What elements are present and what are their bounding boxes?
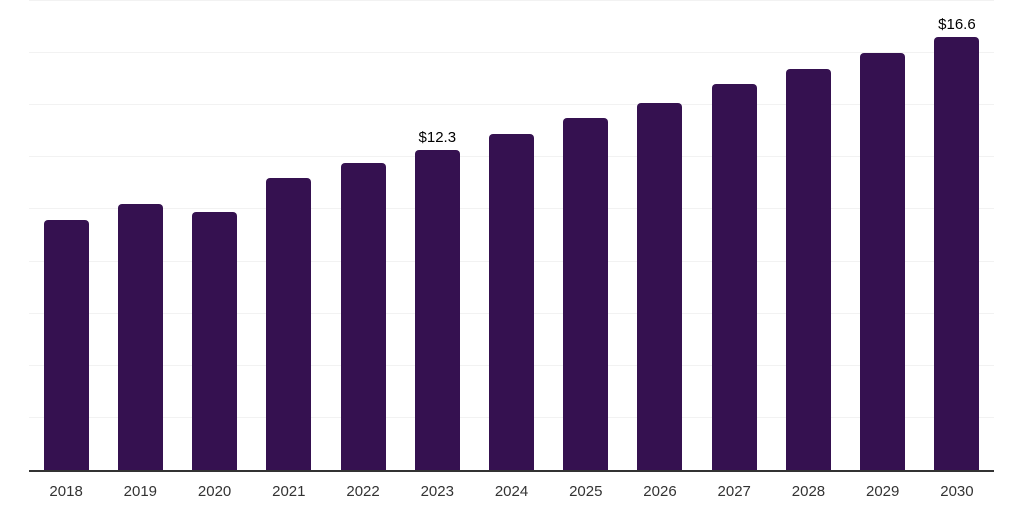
bar-2029 <box>860 53 906 470</box>
bar-2030: $16.6 <box>934 16 980 470</box>
gridline <box>29 104 994 106</box>
bar-slot <box>326 1 400 470</box>
bar-2027 <box>711 84 757 470</box>
x-axis-labels: 2018 2019 2020 2021 2022 2023 2024 2025 2026 2027… <box>29 483 994 500</box>
bar-slot <box>103 1 177 470</box>
x-tick-2018: 2018 <box>49 483 83 500</box>
x-tick-2029: 2029 <box>866 483 900 500</box>
bar-2020 <box>192 212 238 470</box>
gridline <box>29 52 994 54</box>
plot-area: $12.3 $16.6 <box>29 0 994 472</box>
data-label-2023: $12.3 <box>418 128 457 146</box>
gridline <box>29 0 994 1</box>
bar-slot <box>771 1 845 470</box>
x-tick-2026: 2026 <box>643 483 677 500</box>
bar-slot: $12.3 <box>400 1 474 470</box>
bars-row: $12.3 $16.6 <box>29 1 994 470</box>
x-tick-2021: 2021 <box>272 483 306 500</box>
bar-slot <box>29 1 103 470</box>
x-tick-2020: 2020 <box>197 483 232 500</box>
x-tick-2019: 2019 <box>123 483 158 500</box>
bar-slot <box>623 1 697 470</box>
bar-2023: $12.3 <box>414 129 460 470</box>
bar-slot <box>846 1 920 470</box>
x-tick-2023: 2023 <box>420 483 454 500</box>
bar-2019 <box>117 204 163 470</box>
bar-2028 <box>785 68 831 470</box>
x-tick-2025: 2025 <box>569 483 603 500</box>
x-tick-2022: 2022 <box>346 483 380 500</box>
bar-2021 <box>266 178 312 470</box>
x-tick-2027: 2027 <box>717 483 751 500</box>
bar-slot <box>177 1 251 470</box>
bar-slot <box>549 1 623 470</box>
x-tick-2030: 2030 <box>940 483 974 500</box>
bar-2018 <box>43 219 89 470</box>
bar-slot <box>474 1 548 470</box>
x-tick-2024: 2024 <box>494 483 529 500</box>
data-label-2030: $16.6 <box>938 16 976 34</box>
bar-slot: $16.6 <box>920 1 994 470</box>
bar-2026 <box>637 102 683 470</box>
x-tick-2028: 2028 <box>791 483 826 500</box>
bar-2022 <box>340 162 386 470</box>
bar-2024 <box>489 133 535 470</box>
bar-slot <box>252 1 326 470</box>
bar-slot <box>697 1 771 470</box>
bar-2025 <box>563 118 609 470</box>
